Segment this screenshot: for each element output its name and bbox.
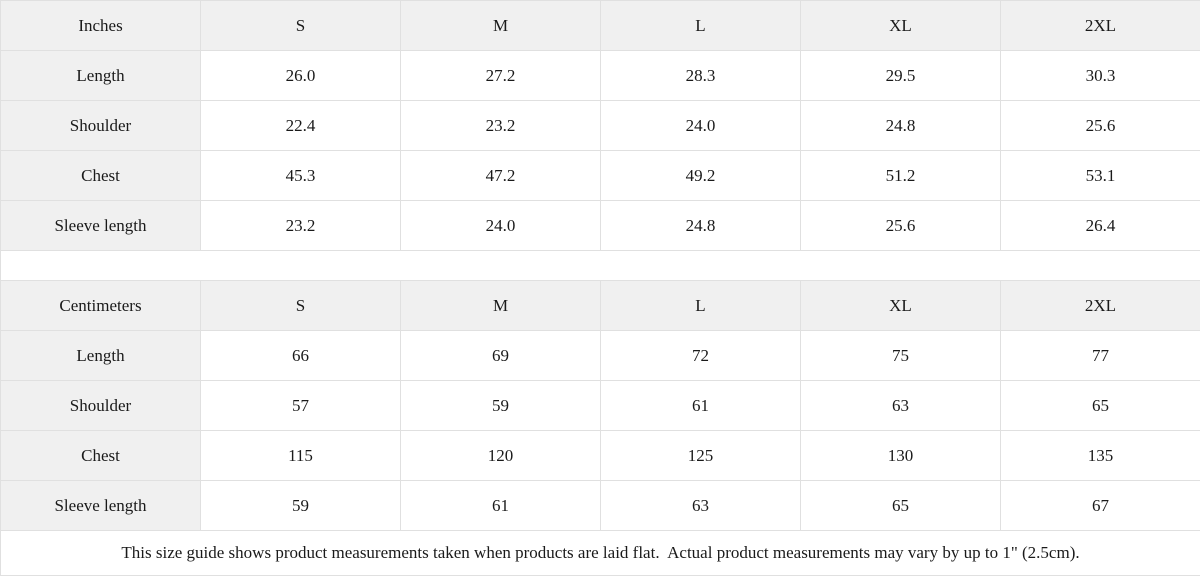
size-column-header-2xl: 2XL [1000, 0, 1200, 51]
size-column-header-xl: XL [800, 280, 1001, 331]
measurement-value-cell: 65 [800, 480, 1001, 531]
size-column-header-m: M [400, 0, 601, 51]
measurement-value-cell: 24.0 [400, 200, 601, 251]
measurement-value-cell: 75 [800, 330, 1001, 381]
measurement-value-cell: 25.6 [1000, 100, 1200, 151]
measurement-value-cell: 27.2 [400, 50, 601, 101]
measurement-value-cell: 25.6 [800, 200, 1001, 251]
size-column-header-m: M [400, 280, 601, 331]
measurement-label-cell: Chest [0, 150, 201, 201]
measurement-value-cell: 72 [600, 330, 801, 381]
measurement-label-cell: Length [0, 330, 201, 381]
measurement-value-cell: 26.4 [1000, 200, 1200, 251]
table-row-length: Length 66 69 72 75 77 [0, 330, 1200, 381]
size-column-header-l: L [600, 280, 801, 331]
spacer-cell [0, 250, 1200, 281]
unit-label-cell: Inches [0, 0, 201, 51]
measurement-value-cell: 22.4 [200, 100, 401, 151]
measurement-value-cell: 59 [400, 380, 601, 431]
measurement-value-cell: 67 [1000, 480, 1200, 531]
measurement-value-cell: 120 [400, 430, 601, 481]
table-row-chest: Chest 115 120 125 130 135 [0, 430, 1200, 481]
centimeters-header-row: Centimeters S M L XL 2XL [0, 280, 1200, 331]
size-column-header-l: L [600, 0, 801, 51]
measurement-value-cell: 130 [800, 430, 1001, 481]
measurement-value-cell: 61 [600, 380, 801, 431]
measurement-value-cell: 47.2 [400, 150, 601, 201]
measurement-value-cell: 63 [600, 480, 801, 531]
measurement-value-cell: 135 [1000, 430, 1200, 481]
measurement-label-cell: Length [0, 50, 201, 101]
measurement-label-cell: Shoulder [0, 100, 201, 151]
measurement-value-cell: 28.3 [600, 50, 801, 101]
table-row-sleeve-length: Sleeve length 59 61 63 65 67 [0, 480, 1200, 531]
size-column-header-xl: XL [800, 0, 1001, 51]
measurement-label-cell: Chest [0, 430, 201, 481]
footer-note-row: This size guide shows product measuremen… [0, 530, 1200, 576]
measurement-label-cell: Shoulder [0, 380, 201, 431]
table-row-length: Length 26.0 27.2 28.3 29.5 30.3 [0, 50, 1200, 101]
measurement-value-cell: 125 [600, 430, 801, 481]
measurement-value-cell: 26.0 [200, 50, 401, 101]
measurement-value-cell: 63 [800, 380, 1001, 431]
inches-header-row: Inches S M L XL 2XL [0, 0, 1200, 51]
table-row-shoulder: Shoulder 22.4 23.2 24.0 24.8 25.6 [0, 100, 1200, 151]
size-column-header-s: S [200, 0, 401, 51]
measurement-value-cell: 51.2 [800, 150, 1001, 201]
measurement-value-cell: 57 [200, 380, 401, 431]
measurement-value-cell: 65 [1000, 380, 1200, 431]
measurement-value-cell: 23.2 [400, 100, 601, 151]
measurement-value-cell: 24.8 [600, 200, 801, 251]
table-row-shoulder: Shoulder 57 59 61 63 65 [0, 380, 1200, 431]
measurement-value-cell: 61 [400, 480, 601, 531]
measurement-value-cell: 66 [200, 330, 401, 381]
measurement-label-cell: Sleeve length [0, 200, 201, 251]
measurement-value-cell: 115 [200, 430, 401, 481]
size-column-header-2xl: 2XL [1000, 280, 1200, 331]
measurement-value-cell: 49.2 [600, 150, 801, 201]
measurement-label-cell: Sleeve length [0, 480, 201, 531]
measurement-value-cell: 24.8 [800, 100, 1001, 151]
table-spacer-row [0, 250, 1200, 281]
unit-label-cell: Centimeters [0, 280, 201, 331]
measurement-value-cell: 30.3 [1000, 50, 1200, 101]
measurement-value-cell: 23.2 [200, 200, 401, 251]
measurement-value-cell: 53.1 [1000, 150, 1200, 201]
measurement-value-cell: 24.0 [600, 100, 801, 151]
table-row-chest: Chest 45.3 47.2 49.2 51.2 53.1 [0, 150, 1200, 201]
table-row-sleeve-length: Sleeve length 23.2 24.0 24.8 25.6 26.4 [0, 200, 1200, 251]
measurement-value-cell: 59 [200, 480, 401, 531]
footer-note: This size guide shows product measuremen… [0, 530, 1200, 576]
measurement-value-cell: 45.3 [200, 150, 401, 201]
measurement-value-cell: 29.5 [800, 50, 1001, 101]
measurement-value-cell: 77 [1000, 330, 1200, 381]
measurement-value-cell: 69 [400, 330, 601, 381]
size-column-header-s: S [200, 280, 401, 331]
